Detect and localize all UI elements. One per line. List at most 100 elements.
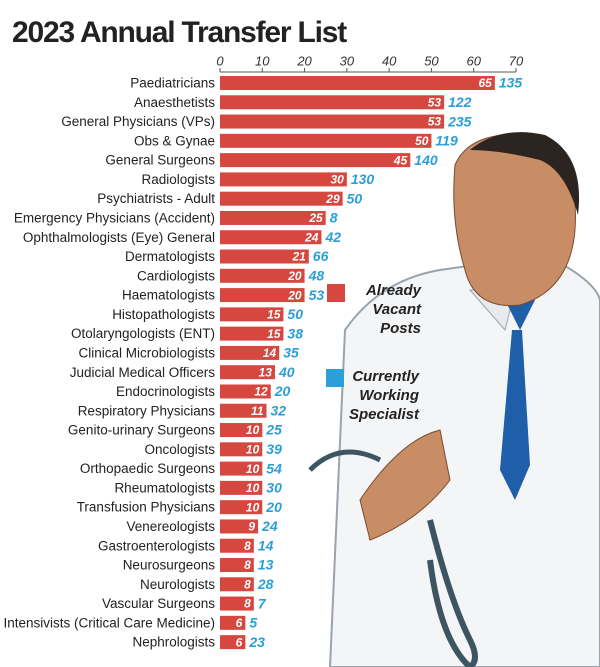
bar	[220, 365, 275, 380]
bar-value-label: 45	[393, 153, 408, 167]
working-value-label: 119	[435, 133, 458, 149]
working-value-label: 24	[261, 518, 278, 534]
legend-label: Already Vacant Posts	[365, 282, 421, 337]
bar	[220, 172, 347, 187]
bar	[220, 423, 263, 438]
y-tick-label: Transfusion Physicians	[77, 500, 216, 515]
bar	[220, 288, 305, 303]
bar-value-label: 50	[415, 134, 429, 148]
bar	[220, 191, 343, 206]
y-tick-label: General Surgeons	[105, 153, 215, 168]
bar-value-label: 6	[236, 635, 243, 649]
bar	[220, 268, 305, 283]
bar-value-label: 53	[428, 115, 442, 129]
working-value-label: 53	[309, 287, 325, 303]
y-tick-label: Intensivists (Critical Care Medicine)	[3, 615, 215, 630]
bar	[220, 635, 246, 650]
working-value-label: 20	[265, 499, 282, 515]
bar-value-label: 13	[259, 365, 273, 379]
working-value-label: 28	[257, 576, 274, 592]
bar-value-label: 8	[244, 539, 251, 553]
bar	[220, 519, 259, 534]
bar-value-label: 14	[263, 346, 277, 360]
bar	[220, 345, 280, 360]
bar-value-label: 6	[236, 616, 243, 630]
y-tick-label: Ophthalmologists (Eye) General	[23, 230, 215, 245]
bar-value-label: 9	[248, 520, 255, 534]
bar-value-label: 10	[246, 462, 260, 476]
working-value-label: 50	[287, 306, 303, 322]
working-value-label: 13	[258, 557, 274, 573]
working-value-label: 25	[265, 422, 282, 438]
y-tick-label: Cardiologists	[137, 268, 215, 283]
y-tick-label: Neurologists	[140, 577, 215, 592]
working-value-label: 40	[278, 364, 295, 380]
working-value-label: 235	[447, 113, 472, 129]
chart-title: 2023 Annual Transfer List	[12, 16, 347, 49]
y-tick-label: Paediatricians	[130, 76, 215, 91]
x-tick-label: 30	[340, 53, 355, 68]
x-tick-label: 0	[216, 53, 224, 68]
working-value-label: 8	[330, 210, 338, 226]
bar-value-label: 20	[287, 269, 302, 283]
doctor-illustration	[308, 132, 600, 667]
bar-value-label: 29	[325, 192, 340, 206]
bar-value-label: 8	[244, 558, 251, 572]
working-value-label: 35	[283, 345, 299, 361]
x-tick-label: 50	[424, 53, 439, 68]
bar-value-label: 15	[267, 308, 281, 322]
y-tick-label: Endocrinologists	[116, 384, 215, 399]
working-value-label: 48	[308, 268, 325, 284]
working-value-label: 50	[347, 190, 363, 206]
y-tick-label: Oncologists	[144, 442, 215, 457]
bar-value-label: 20	[287, 288, 302, 302]
bar	[220, 577, 254, 592]
bar	[220, 114, 445, 129]
bar	[220, 76, 495, 90]
working-value-label: 39	[266, 441, 282, 457]
bar-value-label: 12	[254, 385, 268, 399]
y-tick-label: Neurosurgeons	[123, 558, 216, 573]
y-tick-label: Psychiatrists - Adult	[97, 191, 215, 206]
y-tick-label: Vascular Surgeons	[102, 596, 215, 611]
bar-value-label: 30	[330, 173, 344, 187]
bar-value-label: 15	[267, 327, 281, 341]
y-tick-label: Anaesthetists	[134, 95, 215, 110]
bar	[220, 596, 254, 611]
working-value-label: 30	[266, 480, 282, 496]
working-value-label: 38	[287, 325, 303, 341]
y-tick-label: Judicial Medical Officers	[70, 365, 216, 380]
x-tick-label: 40	[382, 53, 397, 68]
bar	[220, 249, 309, 264]
y-tick-label: Histopathologists	[112, 307, 215, 322]
bar-value-label: 10	[246, 500, 260, 514]
bar-value-label: 53	[428, 95, 442, 109]
bar	[220, 384, 271, 399]
bar-value-label: 11	[251, 404, 264, 418]
bar-value-label: 10	[246, 423, 260, 437]
y-tick-label: Respiratory Physicians	[78, 403, 216, 418]
x-tick-label: 10	[255, 53, 270, 68]
bar	[220, 461, 263, 476]
bar	[220, 133, 432, 148]
bar-value-label: 8	[244, 577, 251, 591]
x-tick-label: 20	[296, 53, 312, 68]
bar	[220, 95, 445, 110]
working-value-label: 140	[414, 152, 438, 168]
y-tick-label: Orthopaedic Surgeons	[80, 461, 215, 476]
bar-value-label: 24	[304, 230, 319, 244]
working-value-label: 23	[248, 634, 265, 650]
bar	[220, 403, 267, 418]
bar-value-label: 8	[244, 597, 251, 611]
working-value-label: 14	[258, 537, 274, 553]
y-tick-label: Haematologists	[122, 288, 215, 303]
bar-value-label: 25	[308, 211, 323, 225]
bar	[220, 558, 254, 572]
working-value-label: 54	[266, 460, 282, 476]
bar	[220, 538, 254, 553]
bar	[220, 307, 284, 322]
y-tick-label: Gastroenterologists	[98, 538, 215, 553]
x-tick-label: 70	[509, 53, 524, 68]
